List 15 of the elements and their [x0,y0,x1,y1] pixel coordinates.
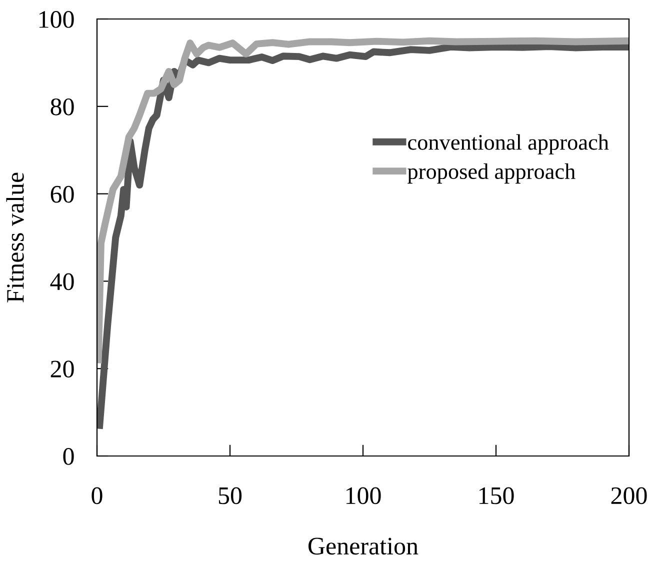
legend-label: proposed approach [408,163,576,184]
x-tick-label: 100 [346,487,381,504]
x-axis-title: Generation [308,538,418,555]
x-tick-label: 150 [479,487,514,504]
legend-label: conventional approach [408,134,609,154]
y-tick-label: 60 [50,186,74,203]
x-tick-label: 200 [611,487,647,504]
y-tick-label: 40 [50,273,74,290]
y-tick-label: 0 [63,448,74,465]
y-axis-title: Fitness value [6,172,24,302]
x-tick-label: 50 [218,487,242,504]
x-tick-label: 0 [92,487,102,504]
y-tick-label: 20 [50,360,74,378]
y-tick-label: 100 [39,11,74,28]
y-tick-label: 80 [50,98,74,116]
